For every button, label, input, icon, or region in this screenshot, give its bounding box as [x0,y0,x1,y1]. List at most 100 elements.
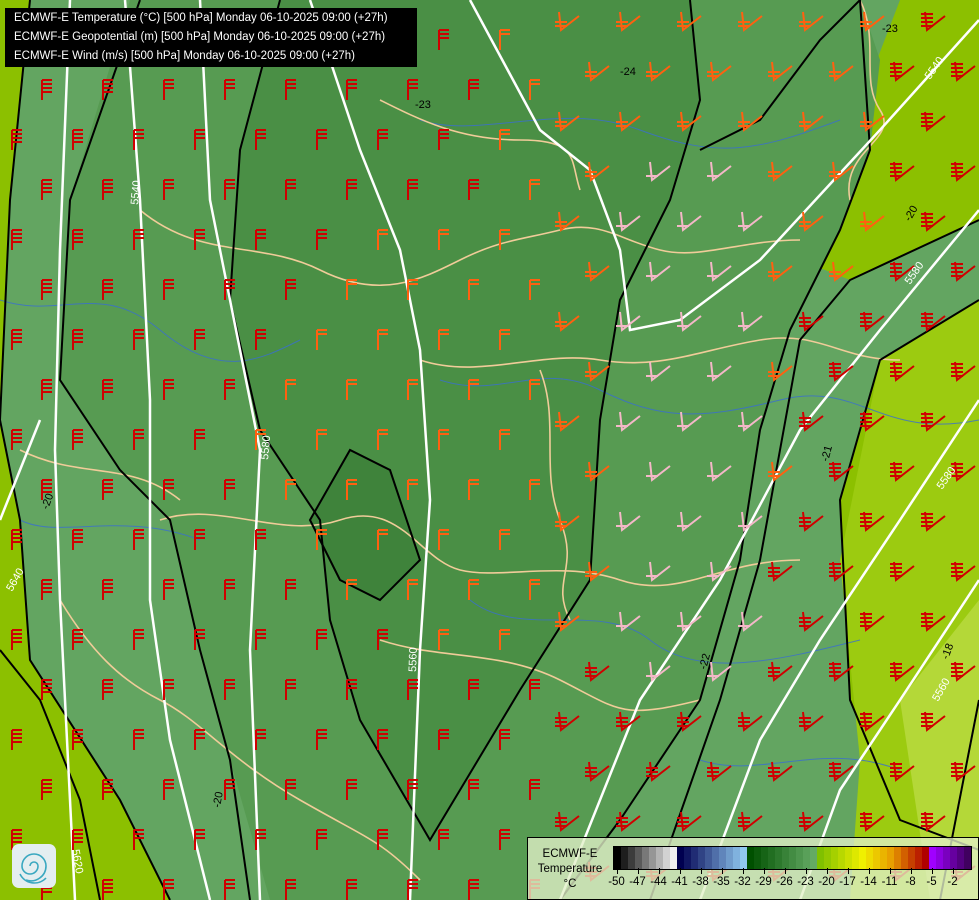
geopotential-label: 5620 [69,848,85,874]
wind-barb [555,11,580,32]
wind-barb [11,129,22,150]
wind-barb [921,811,946,832]
wind-barb [194,729,205,750]
temperature-legend: ECMWF-E Temperature °C -50 -47 -44 -41 -38 -3… [527,837,979,900]
colorbar-tick [784,868,786,874]
wind-barb [72,129,83,150]
colorbar-tick [616,868,618,874]
colorbar-swatch [677,847,684,869]
wind-barb [799,811,824,832]
colorbar-tick [952,868,954,874]
wind-barb [890,61,915,82]
wind-barb [646,261,671,282]
colorbar-ticks: -50 -47 -44 -41 -38 -35 -32 -29 -26 -23 -20 -17 -14-… [608,868,973,898]
wind-barb [163,879,174,900]
wind-barb [799,311,824,332]
wind-barb [102,79,113,100]
colorbar-swatch [957,847,964,869]
wind-barb [11,329,22,350]
wind-barb [163,479,174,500]
colorbar-tick-label: -38 [692,876,709,888]
colorbar-swatch [642,847,649,869]
colorbar-swatch [726,847,733,869]
wind-barb [316,729,327,750]
wind-barb [555,211,580,232]
wind-barb [102,479,113,500]
colorbar-tick-label: -2 [947,876,958,888]
wind-barb [224,679,235,700]
wind-barb [377,129,388,150]
wind-barb [41,179,52,200]
wind-barb [72,229,83,250]
title-temperature: ECMWF-E Temperature (°C) [500 hPa] Monda… [14,12,388,24]
wind-barb [438,629,449,650]
wind-barb [407,579,418,600]
wind-barb [646,61,671,82]
colorbar-tick [721,868,723,874]
wind-barb [616,511,641,532]
colorbar-tick [679,868,681,874]
wind-barb [316,829,327,850]
colorbar-swatch [950,847,957,869]
wind-barb [72,429,83,450]
colorbar-swatch [859,847,866,869]
wind-barb [799,711,824,732]
colorbar-swatch [712,847,719,869]
isotherm-label: -24 [620,66,636,78]
wind-barb [890,661,915,682]
wind-barb [468,79,479,100]
wind-barb [133,729,144,750]
wind-barb [829,161,854,182]
colorbar-tick-label: -14 [860,876,877,888]
wind-barb [346,379,357,400]
wind-barb [316,629,327,650]
wind-barb [194,429,205,450]
colorbar-swatch [915,847,922,869]
geopotential-label: 5580 [259,435,273,460]
wind-barb [224,879,235,900]
colorbar-swatch [908,847,915,869]
wind-barb [829,561,854,582]
colorbar-tick [826,868,828,874]
wind-barb [707,361,732,382]
wind-barb [616,311,641,332]
wind-barb [799,411,824,432]
wind-barb [102,779,113,800]
colorbar-swatch [817,847,824,869]
colorbar-tick [868,868,870,874]
wind-barb [860,511,885,532]
colorbar-tick [658,868,660,874]
wind-barb [285,679,296,700]
isotherm-label: -23 [882,23,898,35]
wind-barb [499,629,510,650]
wind-barb [438,29,449,50]
colorbar-swatch [901,847,908,869]
wind-barb [41,679,52,700]
wind-barb [255,229,266,250]
map-title-box: ECMWF-E Temperature (°C) [500 hPa] Monda… [5,8,417,67]
wind-barb [72,629,83,650]
wind-barb [951,461,976,482]
wind-barb [438,229,449,250]
wind-barb [890,161,915,182]
colorbar-swatch [796,847,803,869]
wind-barb [285,579,296,600]
wind-barb [285,79,296,100]
wind-barb [616,211,641,232]
wind-barb [646,661,671,682]
wind-barb [194,629,205,650]
colorbar-tick [889,868,891,874]
wind-barb [133,129,144,150]
wind-barb [529,479,540,500]
colorbar-tick-label: -35 [713,876,730,888]
colorbar-tick-label: -41 [671,876,688,888]
wind-barb [829,461,854,482]
wind-barb [102,179,113,200]
wind-barb [224,579,235,600]
legend-title-model: ECMWF-E [542,848,598,860]
wind-barb [677,611,702,632]
colorbar-swatch [964,847,971,869]
wind-barb [829,361,854,382]
